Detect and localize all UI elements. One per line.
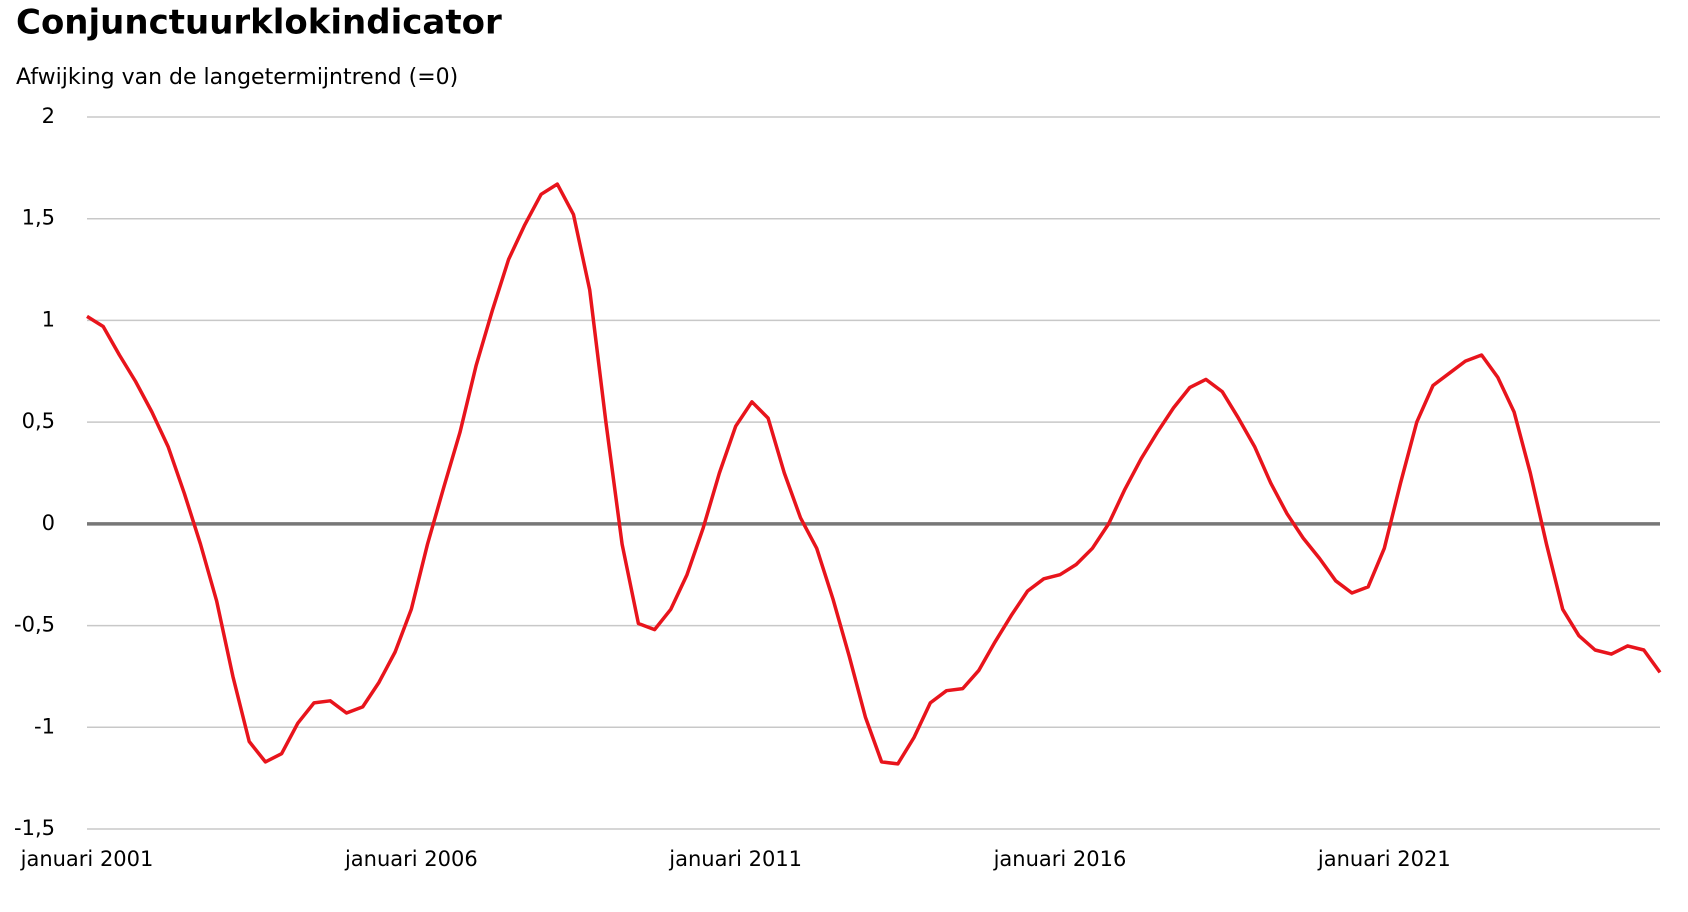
x-tick-label: januari 2021: [1317, 847, 1451, 871]
chart-subtitle: Afwijking van de langetermijntrend (=0): [16, 65, 458, 90]
y-tick-label: -0,5: [14, 613, 55, 637]
data-line: [86, 182, 1662, 766]
y-tick-label: 1: [42, 307, 55, 331]
x-tick-label: januari 2006: [344, 847, 478, 871]
y-tick-label: 1,5: [22, 206, 55, 230]
x-tick-label: januari 2011: [668, 847, 802, 871]
chart-title: Conjunctuurklokindicator: [16, 3, 502, 43]
y-tick-label: 2: [42, 104, 55, 128]
y-tick-label: -1: [34, 714, 55, 738]
x-tick-label: januari 2001: [20, 847, 154, 871]
y-tick-label: 0,5: [22, 409, 55, 433]
x-tick-label: januari 2016: [993, 847, 1127, 871]
y-tick-label: 0: [42, 511, 55, 535]
y-tick-label: -1,5: [14, 816, 55, 840]
